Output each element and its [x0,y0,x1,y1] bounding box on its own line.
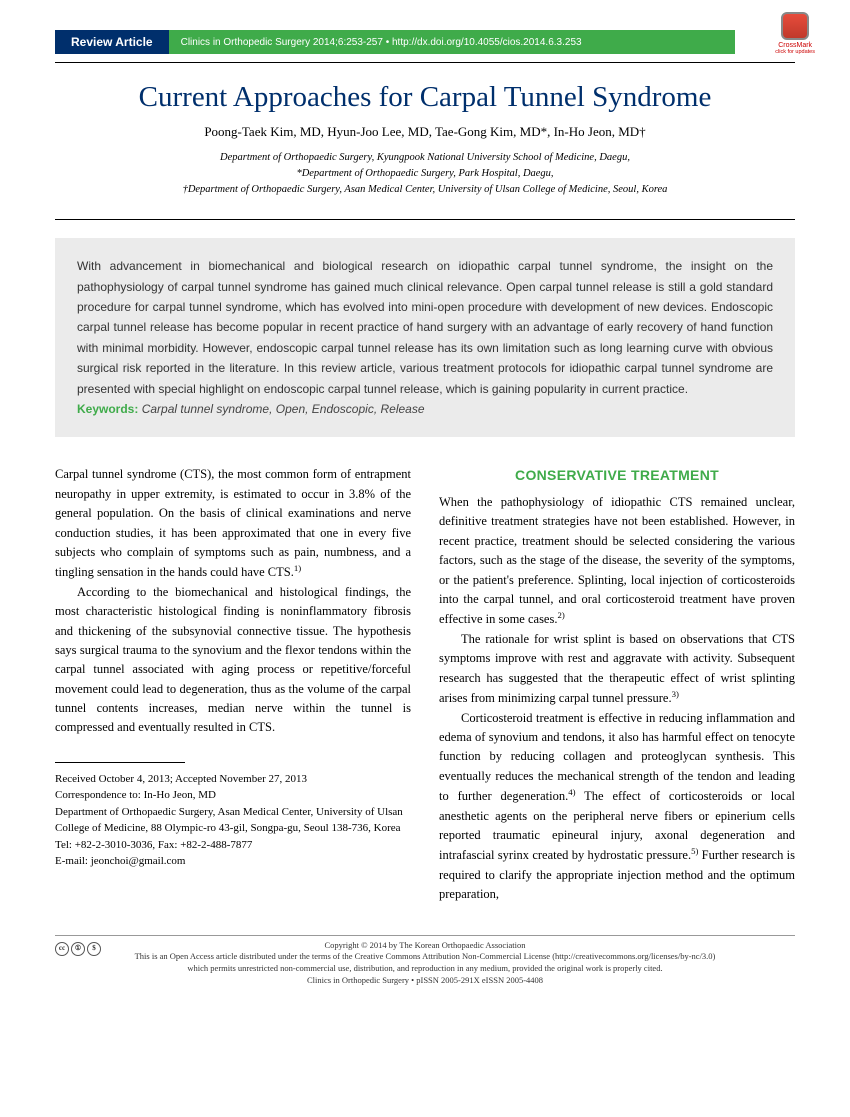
correspondence-address: Department of Orthopaedic Surgery, Asan … [55,804,411,837]
review-article-badge: Review Article [55,30,169,54]
correspondence-tel: Tel: +82-2-3010-3036, Fax: +82-2-488-787… [55,837,411,854]
keywords-label: Keywords: [77,402,138,416]
correspondence-to: Correspondence to: In-Ho Jeon, MD [55,787,411,804]
title-block: Current Approaches for Carpal Tunnel Syn… [55,62,795,220]
affiliation-1: Department of Orthopaedic Surgery, Kyung… [65,150,785,166]
intro-paragraph-1: Carpal tunnel syndrome (CTS), the most c… [55,465,411,582]
intro-paragraph-2: According to the biomechanical and histo… [55,583,411,738]
cc-icon-cc: cc [55,942,69,956]
page-footer: cc ① $ Copyright © 2014 by The Korean Or… [55,935,795,988]
affiliation-3: †Department of Orthopaedic Surgery, Asan… [65,182,785,198]
copyright-line: Copyright © 2014 by The Korean Orthopaed… [55,940,795,952]
abstract-box: With advancement in biomechanical and bi… [55,238,795,437]
issn-line: Clinics in Orthopedic Surgery • pISSN 20… [55,975,795,987]
header-bar: Review Article Clinics in Orthopedic Sur… [55,30,795,54]
license-line-1: This is an Open Access article distribut… [55,951,795,963]
section1-paragraph-2: The rationale for wrist splint is based … [439,630,795,709]
correspondence-email: E-mail: jeonchoi@gmail.com [55,853,411,870]
journal-info-bar: Clinics in Orthopedic Surgery 2014;6:253… [169,30,735,54]
license-line-2: which permits unrestricted non-commercia… [55,963,795,975]
affiliations: Department of Orthopaedic Surgery, Kyung… [65,150,785,197]
cc-icon-nc: $ [87,942,101,956]
correspondence-divider [55,762,185,763]
received-date: Received October 4, 2013; Accepted Novem… [55,771,411,788]
affiliation-2: *Department of Orthopaedic Surgery, Park… [65,166,785,182]
abstract-text: With advancement in biomechanical and bi… [77,259,773,395]
crossmark-sublabel: click for updates [775,49,815,55]
article-title: Current Approaches for Carpal Tunnel Syn… [65,81,785,114]
conservative-treatment-heading: CONSERVATIVE TREATMENT [439,465,795,487]
section1-paragraph-3: Corticosteroid treatment is effective in… [439,709,795,905]
crossmark-label: CrossMark [775,42,815,49]
correspondence-block: Received October 4, 2013; Accepted Novem… [55,771,411,870]
crossmark-icon [781,12,809,40]
cc-license-icon: cc ① $ [55,942,101,956]
body-columns: Carpal tunnel syndrome (CTS), the most c… [55,465,795,904]
right-column: CONSERVATIVE TREATMENT When the pathophy… [439,465,795,904]
page-container: Review Article Clinics in Orthopedic Sur… [0,0,850,1007]
crossmark-widget[interactable]: CrossMark click for updates [775,12,815,55]
section1-paragraph-1: When the pathophysiology of idiopathic C… [439,493,795,630]
authors-line: Poong-Taek Kim, MD, Hyun-Joo Lee, MD, Ta… [65,124,785,140]
keywords-text: Carpal tunnel syndrome, Open, Endoscopic… [138,402,424,416]
left-column: Carpal tunnel syndrome (CTS), the most c… [55,465,411,904]
cc-icon-by: ① [71,942,85,956]
